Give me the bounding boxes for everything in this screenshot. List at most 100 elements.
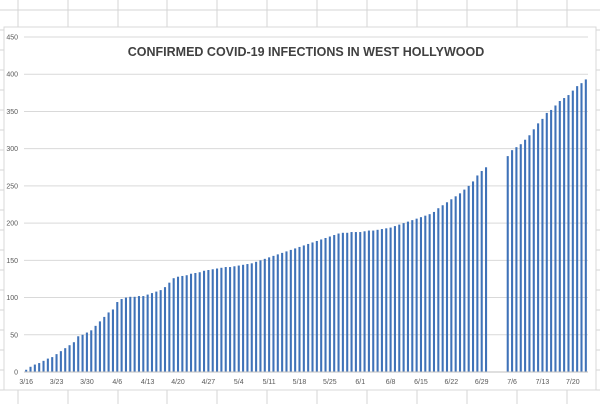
x-tick-label: 3/16 bbox=[19, 379, 33, 386]
bar bbox=[480, 171, 483, 372]
y-tick-label: 250 bbox=[6, 183, 18, 190]
bar bbox=[116, 302, 119, 372]
bar bbox=[333, 235, 336, 372]
bar bbox=[38, 363, 41, 372]
bar bbox=[216, 268, 219, 372]
bar bbox=[376, 229, 379, 372]
bar bbox=[554, 105, 557, 372]
x-tick-label: 3/30 bbox=[80, 379, 94, 386]
chart-title: CONFIRMED COVID-19 INFECTIONS IN WEST HO… bbox=[128, 45, 485, 59]
bar bbox=[25, 369, 28, 372]
bar bbox=[380, 229, 383, 372]
x-tick-label: 5/18 bbox=[293, 379, 307, 386]
bar bbox=[255, 261, 258, 372]
bar bbox=[402, 223, 405, 372]
bar bbox=[72, 342, 75, 372]
x-axis-tick-labels: 3/16 3/23 3/30 4/6 4/13 4/20 4/27 5/4 5/11 5/18 5/… bbox=[19, 379, 579, 386]
bar bbox=[59, 351, 62, 372]
bar bbox=[124, 297, 127, 372]
bar bbox=[294, 248, 297, 372]
bar bbox=[476, 175, 479, 372]
bar bbox=[155, 291, 158, 372]
bar bbox=[511, 150, 514, 372]
bar bbox=[415, 218, 418, 372]
bar bbox=[203, 270, 206, 372]
bar bbox=[458, 193, 462, 372]
bar bbox=[246, 264, 249, 372]
bar bbox=[428, 214, 431, 372]
bar bbox=[129, 296, 132, 372]
bar bbox=[29, 366, 32, 372]
x-tick-label: 6/22 bbox=[445, 379, 459, 386]
x-tick-label: 7/6 bbox=[507, 379, 517, 386]
bar bbox=[450, 199, 453, 372]
bar bbox=[406, 221, 409, 372]
bar bbox=[471, 181, 475, 372]
bar bbox=[259, 260, 262, 372]
x-tick-label: 4/6 bbox=[112, 379, 122, 386]
x-tick-label: 7/13 bbox=[536, 379, 550, 386]
bar bbox=[150, 293, 154, 372]
bar bbox=[85, 332, 88, 372]
bar bbox=[263, 258, 266, 372]
bar bbox=[445, 202, 449, 372]
bar bbox=[163, 287, 167, 372]
bar bbox=[584, 79, 587, 372]
bar bbox=[389, 227, 392, 372]
bar bbox=[137, 296, 141, 372]
x-tick-label: 6/15 bbox=[414, 379, 428, 386]
x-tick-label: 5/25 bbox=[323, 379, 337, 386]
bar bbox=[571, 90, 574, 372]
bar bbox=[103, 316, 106, 372]
bar bbox=[51, 357, 54, 372]
bar bbox=[181, 275, 184, 372]
bar bbox=[289, 249, 292, 372]
bar bbox=[485, 167, 488, 372]
bar bbox=[515, 147, 518, 372]
bar bbox=[111, 309, 114, 372]
bar bbox=[359, 232, 362, 372]
y-tick-label: 350 bbox=[6, 109, 18, 116]
x-tick-label: 5/4 bbox=[234, 379, 244, 386]
x-tick-label: 6/8 bbox=[386, 379, 396, 386]
bar bbox=[46, 358, 49, 372]
x-tick-label: 7/20 bbox=[566, 379, 580, 386]
bar bbox=[519, 144, 522, 372]
y-tick-label: 50 bbox=[10, 332, 18, 339]
bar bbox=[237, 265, 240, 372]
bar bbox=[541, 118, 544, 372]
bar bbox=[315, 240, 318, 372]
bar bbox=[320, 239, 323, 372]
bar bbox=[172, 278, 175, 372]
bar bbox=[272, 255, 275, 372]
chart-bars bbox=[25, 79, 587, 373]
bar bbox=[454, 196, 457, 372]
bar bbox=[198, 272, 201, 372]
bar bbox=[285, 251, 288, 372]
bar bbox=[194, 272, 197, 372]
bar bbox=[432, 211, 436, 372]
bar bbox=[185, 275, 188, 372]
bar bbox=[341, 232, 344, 372]
bar bbox=[268, 257, 271, 372]
bar bbox=[298, 246, 301, 372]
bar bbox=[42, 360, 45, 372]
bar bbox=[142, 296, 145, 372]
y-tick-label: 0 bbox=[14, 370, 18, 377]
bar bbox=[307, 243, 310, 372]
bar bbox=[242, 264, 245, 372]
x-tick-label: 5/11 bbox=[263, 379, 276, 386]
bar bbox=[524, 139, 527, 372]
bar bbox=[424, 215, 427, 372]
bar bbox=[411, 220, 414, 372]
bar bbox=[337, 233, 340, 372]
bar bbox=[367, 230, 370, 372]
bar bbox=[558, 101, 561, 373]
bar bbox=[311, 242, 314, 372]
x-tick-label: 6/29 bbox=[475, 379, 489, 386]
bar bbox=[528, 135, 531, 372]
bar bbox=[463, 189, 466, 372]
